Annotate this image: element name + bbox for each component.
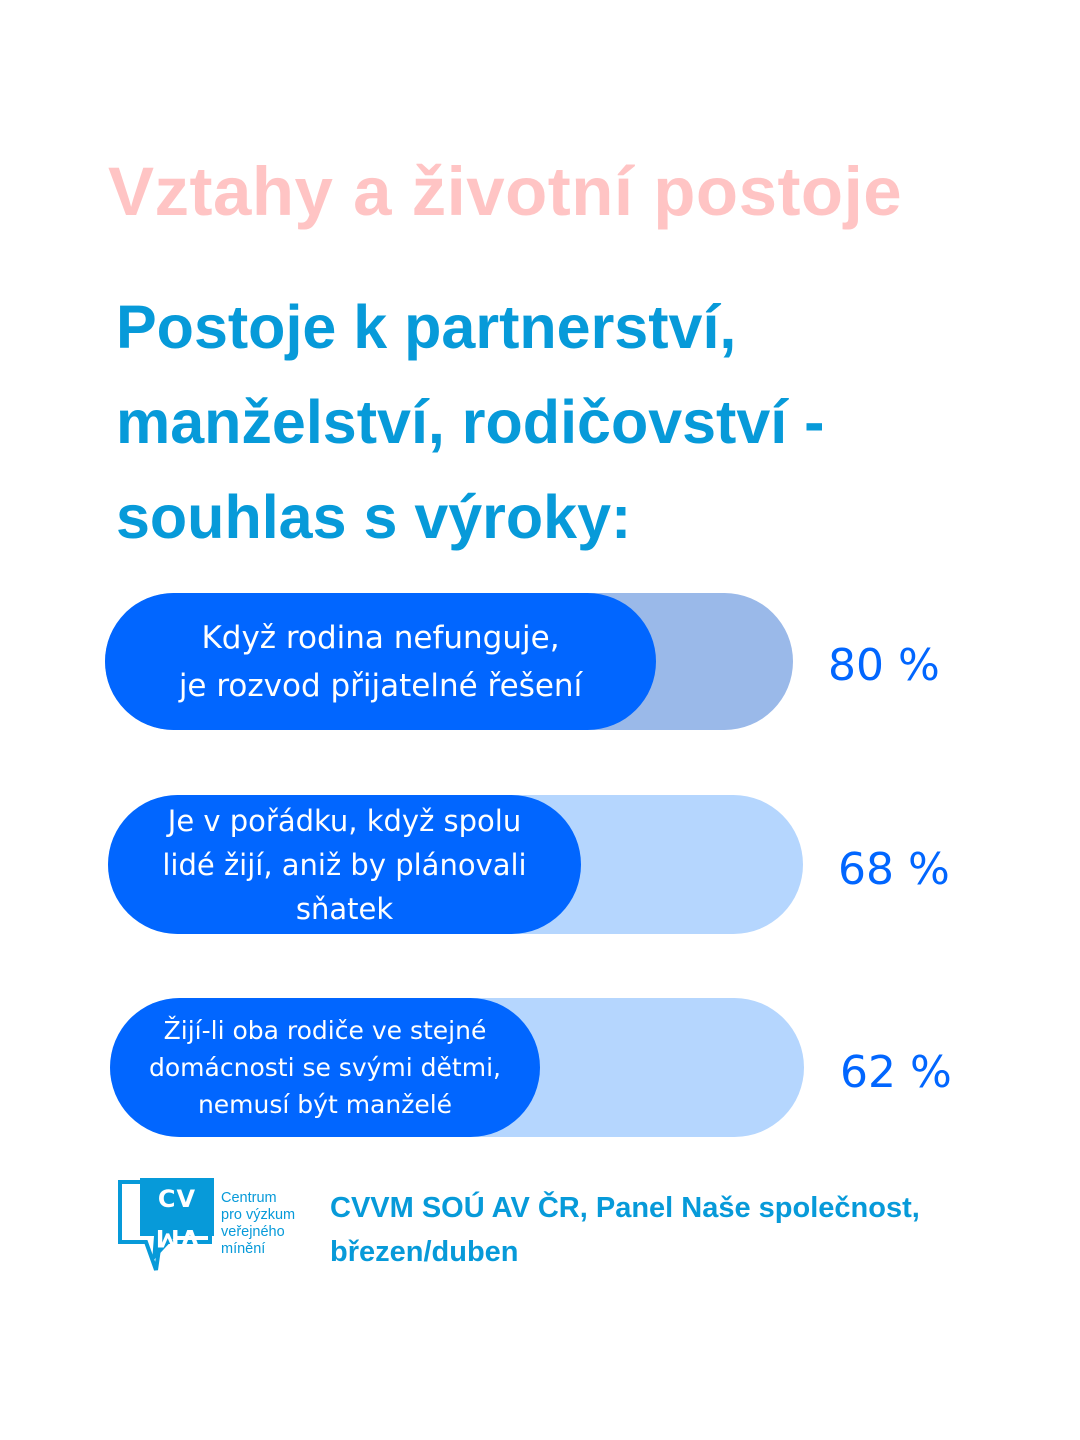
source-line: březen/duben (330, 1236, 519, 1268)
logo-text: Centrum pro výzkum veřejného mínění (221, 1190, 295, 1258)
bar-label-pill: Žijí-li oba rodiče ve stejné domácnosti s… (110, 998, 540, 1137)
bar-label-pill: Když rodina nefunguje, je rozvod přijatel… (105, 593, 656, 730)
bar-label-line: Žijí-li oba rodiče ve stejné (163, 1016, 487, 1045)
logo-mark-top: CV (158, 1185, 196, 1213)
bar-value-label: 68 % (838, 844, 950, 895)
source-line: CVVM SOÚ AV ČR, Panel Naše společnost, (330, 1192, 920, 1224)
logo-text-line: mínění (221, 1241, 266, 1257)
bar-label-line: domácnosti se svými dětmi, (149, 1053, 501, 1082)
bar-value-label: 62 % (840, 1047, 952, 1098)
logo-text-line: Centrum (221, 1190, 277, 1206)
bar-value-label: 80 % (828, 640, 940, 691)
subheading-line: manželství, rodičovství - (116, 388, 825, 456)
bar-label-line: nemusí být manželé (197, 1090, 453, 1119)
bar-label-line: lidé žijí, aniž by plánovali (162, 847, 527, 882)
subheading-line: souhlas s výroky: (116, 483, 632, 551)
bar-label-line: je rozvod přijatelné řešení (178, 667, 583, 704)
cvvm-logo-icon: CV VM (118, 1178, 214, 1271)
logo-text-line: pro výzkum (221, 1207, 296, 1223)
infographic-heading: Vztahy a životní postoje (108, 153, 903, 230)
bar-label-line: sňatek (295, 891, 394, 926)
bar-label-pill: Je v pořádku, když spolu lidé žijí, aniž … (108, 795, 581, 934)
source-note: CVVM SOÚ AV ČR, Panel Naše společnost, b… (330, 1186, 920, 1274)
bar-label-line: Je v pořádku, když spolu (167, 803, 522, 838)
infographic-subheading: Postoje k partnerství, manželství, rodič… (116, 280, 976, 565)
logo-text-line: veřejného (221, 1224, 285, 1240)
bar-label-line: Když rodina nefunguje, (201, 619, 560, 656)
logo-mark-bottom: VM (155, 1224, 199, 1252)
subheading-line: Postoje k partnerství, (116, 293, 737, 361)
